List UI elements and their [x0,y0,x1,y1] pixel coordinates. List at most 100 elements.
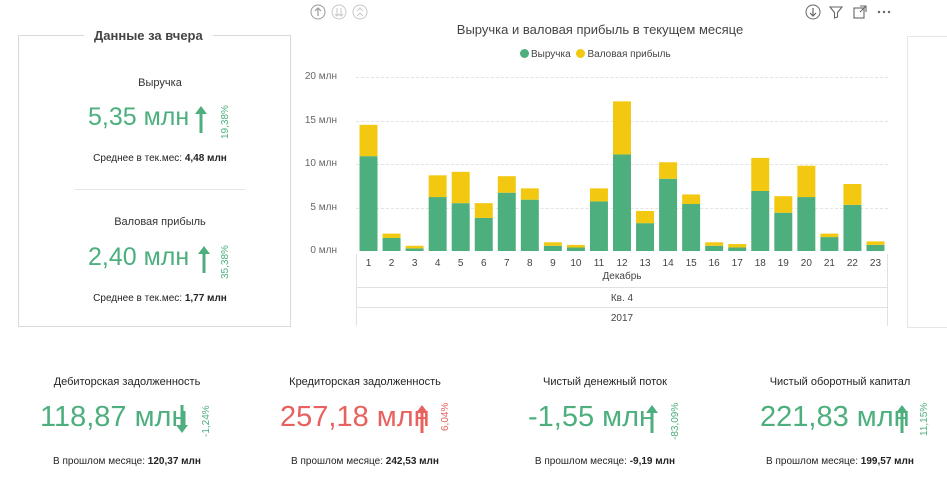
profit-bar-16[interactable] [705,242,724,246]
payables-previous: В прошлом месяце: 242,53 млн [260,456,470,467]
revenue-bar-19[interactable] [774,212,793,251]
x-tick-label: 23 [870,258,882,269]
profit-bar-10[interactable] [566,244,585,248]
drill-up-icon[interactable] [310,4,326,20]
revenue-bar-22[interactable] [843,204,862,251]
filter-icon[interactable] [828,4,844,20]
net-cash-flow-previous-value: -9,19 млн [629,456,676,467]
payables-label: Кредиторская задолженность [289,376,441,388]
profit-bar-5[interactable] [451,171,470,204]
receivables-value: 118,87 млн [40,401,188,433]
profit-bar-13[interactable] [636,210,655,224]
revenue-bar-3[interactable] [405,248,424,251]
focus-down-icon[interactable] [805,4,821,20]
profit-bar-1[interactable] [359,124,378,157]
receivables-previous-label: В прошлом месяце: [53,456,146,467]
x-tick-label: 22 [847,258,859,269]
revenue-bar-8[interactable] [520,199,539,251]
profit-bar-23[interactable] [866,241,885,245]
revenue-bar-17[interactable] [728,247,747,251]
revenue-bar-23[interactable] [866,244,885,251]
profit-bar-20[interactable] [797,165,816,198]
revenue-value: 5,35 млн [88,103,190,131]
x-axis-quarter-label: Кв. 4 [610,293,634,304]
arrow-up-icon [194,104,208,139]
revenue-bar-13[interactable] [636,223,655,251]
revenue-bar-18[interactable] [751,190,770,251]
revenue-bar-6[interactable] [474,217,493,251]
legend-revenue-label[interactable]: Выручка [531,49,571,60]
revenue-bar-5[interactable] [451,203,470,251]
x-tick-label: 4 [435,258,441,269]
revenue-bar-1[interactable] [359,156,378,251]
x-tick-label: 2 [389,258,395,269]
gross-profit-label: Валовая прибыль [114,216,206,228]
profit-bar-8[interactable] [520,188,539,200]
focus-mode-icon[interactable] [852,4,868,20]
chart-title: Выручка и валовая прибыль в текущем меся… [456,22,744,37]
profit-bar-15[interactable] [682,194,701,205]
revenue-bar-2[interactable] [382,237,401,251]
revenue-bar-7[interactable] [497,192,516,251]
payables-previous-value: 242,53 млн [385,456,439,467]
profit-bar-11[interactable] [589,188,608,202]
revenue-bar-9[interactable] [543,245,562,251]
expand-all-icon[interactable] [352,4,368,20]
axis-divider [356,287,888,288]
working-capital-previous: В прошлом месяце: 199,57 млн [735,456,945,467]
revenue-bar-10[interactable] [566,247,585,251]
arrow-up-icon [415,403,429,440]
profit-bar-9[interactable] [543,242,562,246]
revenue-bar-14[interactable] [659,178,678,251]
legend-profit-label[interactable]: Валовая прибыль [587,49,671,60]
x-tick-label: 5 [458,258,464,269]
payables-previous-label: В прошлом месяце: [291,456,384,467]
profit-bar-21[interactable] [820,233,839,238]
profit-bar-18[interactable] [751,157,770,191]
profit-bar-17[interactable] [728,244,747,248]
revenue-bar-21[interactable] [820,237,839,251]
profit-bar-7[interactable] [497,176,516,193]
y-tick-label: 15 млн [304,115,337,126]
x-tick-label: 10 [570,258,582,269]
net-cash-flow-value: -1,55 млн [528,401,656,433]
x-tick-label: 18 [755,258,767,269]
profit-bar-6[interactable] [474,203,493,218]
gross-profit-average: Среднее в тек.мес: 1,77 млн [60,293,260,304]
x-tick-label: 20 [801,258,813,269]
revenue-bar-20[interactable] [797,197,816,251]
revenue-bar-15[interactable] [682,204,701,251]
drill-down-icon[interactable] [331,4,347,20]
gross-profit-average-value: 1,77 млн [184,293,227,304]
revenue-bar-11[interactable] [589,201,608,251]
profit-bar-3[interactable] [405,245,424,249]
profit-bar-12[interactable] [613,101,631,155]
x-tick-label: 17 [732,258,744,269]
x-tick-label: 21 [824,258,836,269]
axis-divider [356,307,888,308]
gross-profit-value: 2,40 млн [88,243,190,271]
net-cash-flow-previous-label: В прошлом месяце: [534,456,627,467]
working-capital-previous-label: В прошлом месяце: [766,456,859,467]
profit-bar-19[interactable] [774,196,793,213]
x-tick-label: 14 [663,258,675,269]
y-tick-label: 20 млн [304,71,337,82]
receivables-change: -1,24% [201,405,212,437]
revenue-bar-4[interactable] [428,197,447,251]
more-options-icon[interactable] [876,4,892,20]
profit-bar-4[interactable] [428,175,447,198]
axis-divider [356,254,357,326]
profit-bar-14[interactable] [659,162,678,179]
x-axis-month-label: Декабрь [602,271,642,282]
revenue-average-label: Среднее в тек.мес: [93,153,183,164]
divider [75,189,245,190]
y-tick-label: 0 млн [310,245,337,256]
revenue-bar-12[interactable] [613,154,631,251]
gridline [356,77,888,78]
x-tick-label: 3 [412,258,418,269]
profit-bar-22[interactable] [843,184,862,205]
x-tick-label: 19 [778,258,790,269]
x-tick-label: 9 [550,258,556,269]
profit-bar-2[interactable] [382,233,401,238]
revenue-bar-16[interactable] [705,245,724,251]
